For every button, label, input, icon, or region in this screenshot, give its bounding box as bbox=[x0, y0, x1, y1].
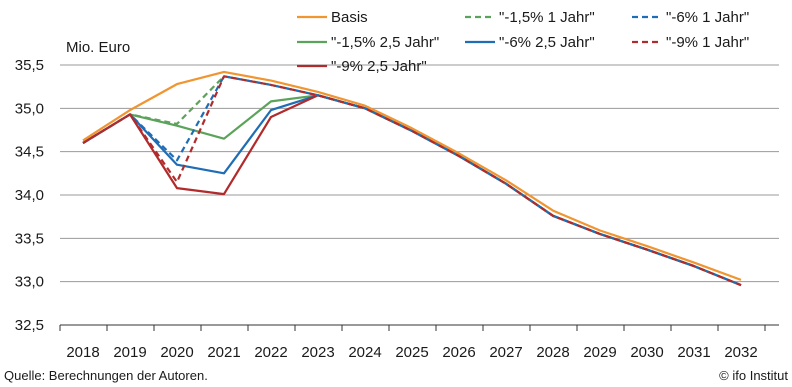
y-tick-label: 33,0 bbox=[15, 274, 44, 291]
legend-label: "-1,5% 1 Jahr" bbox=[499, 9, 595, 26]
x-tick-label: 2022 bbox=[254, 344, 287, 361]
x-tick-label: 2019 bbox=[113, 344, 146, 361]
source-note: Quelle: Berechnungen der Autoren. bbox=[4, 368, 208, 383]
x-tick-label: 2029 bbox=[583, 344, 616, 361]
series-lines bbox=[82, 70, 742, 287]
series-line bbox=[82, 94, 742, 287]
x-tick-label: 2023 bbox=[301, 344, 334, 361]
y-tick-label: 34,5 bbox=[15, 144, 44, 161]
x-tick-label: 2020 bbox=[160, 344, 193, 361]
series-line bbox=[82, 70, 742, 281]
legend: Basis "-1,5% 1 Jahr" "-6% 1 Jahr" "-1,5% 2,… bbox=[297, 9, 749, 75]
y-axis-label: Mio. Euro bbox=[66, 39, 130, 56]
series-line bbox=[82, 94, 742, 287]
x-tick-label: 2028 bbox=[536, 344, 569, 361]
x-tick-label: 2031 bbox=[677, 344, 710, 361]
y-tick-label: 33,5 bbox=[15, 230, 44, 247]
y-tick-label: 34,0 bbox=[15, 187, 44, 204]
credit-note: © ifo Institut bbox=[719, 368, 788, 383]
legend-label: Basis bbox=[331, 9, 368, 26]
x-tick-labels: 2018 2019 2020 2021 2022 2023 2024 2025 2026 2027… bbox=[66, 344, 757, 361]
series-line bbox=[82, 75, 742, 287]
x-tick-label: 2025 bbox=[395, 344, 428, 361]
legend-label: "-9% 2,5 Jahr" bbox=[331, 58, 427, 75]
x-tick-label: 2027 bbox=[489, 344, 522, 361]
x-tick-label: 2030 bbox=[630, 344, 663, 361]
y-tick-label: 35,5 bbox=[15, 57, 44, 74]
x-tick-label: 2032 bbox=[724, 344, 757, 361]
legend-label: "-6% 2,5 Jahr" bbox=[499, 34, 595, 51]
gridlines bbox=[60, 64, 779, 283]
legend-label: "-9% 1 Jahr" bbox=[666, 34, 749, 51]
x-tick-label: 2021 bbox=[207, 344, 240, 361]
legend-label: "-6% 1 Jahr" bbox=[666, 9, 749, 26]
legend-label: "-1,5% 2,5 Jahr" bbox=[331, 34, 439, 51]
y-tick-label: 32,5 bbox=[15, 317, 44, 334]
series-line bbox=[82, 75, 742, 287]
series-line bbox=[82, 94, 742, 287]
x-tick-label: 2024 bbox=[348, 344, 381, 361]
axes bbox=[59, 324, 779, 331]
x-tick-label: 2026 bbox=[442, 344, 475, 361]
x-tick-label: 2018 bbox=[66, 344, 99, 361]
series-line bbox=[82, 75, 742, 287]
y-tick-labels: 32,5 33,0 33,5 34,0 34,5 35,0 35,5 bbox=[15, 57, 44, 334]
y-tick-label: 35,0 bbox=[15, 100, 44, 117]
